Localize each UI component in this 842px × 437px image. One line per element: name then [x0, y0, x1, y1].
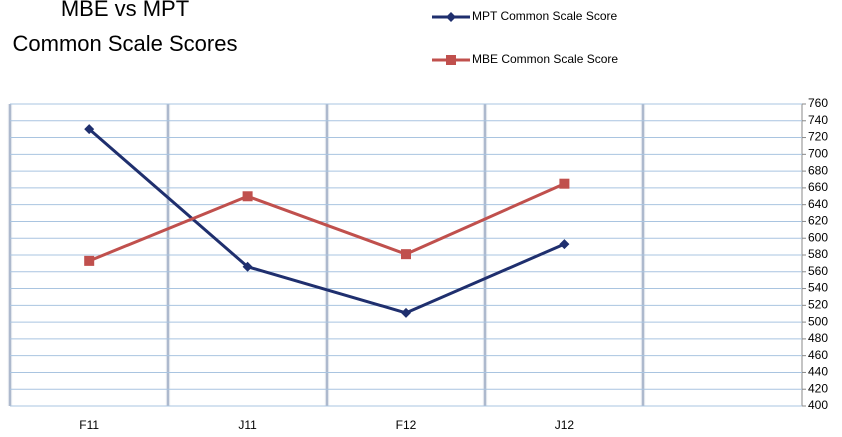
point: [401, 307, 411, 318]
y-tick-label: 400: [808, 398, 828, 412]
y-tick-label: 500: [808, 314, 828, 328]
x-tick-label: F11: [79, 418, 99, 432]
y-tick-label: 760: [808, 96, 828, 110]
y-tick-label: 660: [808, 180, 828, 194]
series-line: [88, 182, 566, 263]
y-tick-label: 440: [808, 365, 828, 379]
y-tick-label: 420: [808, 381, 828, 395]
point: [401, 249, 411, 260]
point: [242, 191, 253, 202]
series-line: [88, 128, 565, 315]
y-tick-label: 460: [808, 348, 828, 362]
chart-title: MBE vs MPT: [61, 0, 189, 21]
point: [559, 239, 570, 250]
legend-label: MBE Common Scale Score: [472, 52, 618, 66]
legend-marker: [446, 55, 456, 65]
y-tick-label: 480: [808, 331, 828, 345]
y-tick-label: 740: [808, 113, 828, 127]
x-tick-label: F12: [396, 418, 417, 432]
y-tick-label: 600: [808, 230, 828, 244]
point: [559, 178, 570, 189]
y-tick-label: 620: [808, 214, 828, 228]
legend-marker: [446, 12, 456, 22]
chart-title: Common Scale Scores: [13, 31, 238, 56]
y-tick-label: 540: [808, 281, 828, 295]
y-tick-label: 560: [808, 264, 828, 278]
point: [242, 261, 253, 272]
y-tick-label: 700: [808, 147, 828, 161]
legend-label: MPT Common Scale Score: [472, 9, 617, 23]
point: [84, 124, 95, 135]
y-tick-label: 580: [808, 247, 828, 261]
point: [84, 255, 95, 266]
y-tick-label: 680: [808, 163, 828, 177]
x-tick-label: J11: [238, 418, 257, 432]
y-tick-label: 720: [808, 130, 828, 144]
y-tick-label: 520: [808, 298, 828, 312]
y-tick-label: 640: [808, 197, 828, 211]
x-tick-label: J12: [555, 418, 575, 432]
